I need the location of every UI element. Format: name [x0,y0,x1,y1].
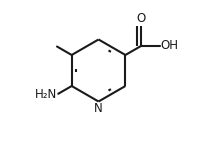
Text: H₂N: H₂N [35,88,57,101]
Text: N: N [94,102,103,115]
Text: OH: OH [161,39,179,52]
Text: O: O [137,12,146,25]
